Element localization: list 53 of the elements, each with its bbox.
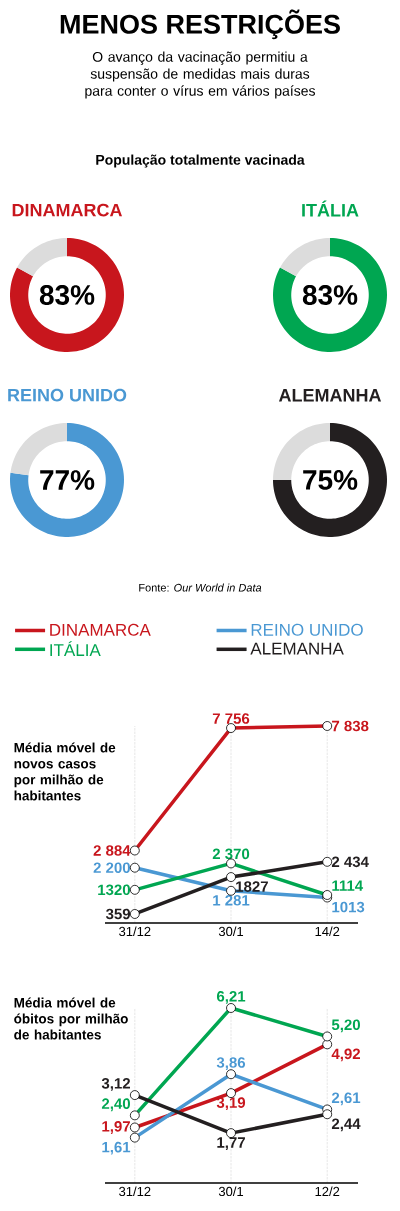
data-label: 75% xyxy=(303,470,358,490)
data-label: 3,86 xyxy=(216,1057,246,1071)
chart-title: DINAMARCA xyxy=(12,203,123,217)
data-label: 1827 xyxy=(236,881,268,892)
data-label: 2,40 xyxy=(101,1098,130,1112)
x-tick-label: 30/1 xyxy=(218,926,244,937)
x-tick-label: 14/2 xyxy=(315,926,340,937)
legend-label: REINO UNIDO xyxy=(251,623,363,636)
data-label: 1,97 xyxy=(102,1121,130,1134)
data-label: 3,12 xyxy=(101,1078,131,1091)
text: Média móvel de novos casos por milhão de habitantes xyxy=(14,742,116,801)
data-label: 5,20 xyxy=(331,1019,360,1033)
chart-title: Média móvel de óbitos por milhão de habitantes xyxy=(14,997,128,1040)
data-label: 1,61 xyxy=(102,1141,131,1155)
data-label: 83% xyxy=(302,285,358,305)
data-label: 2 200 xyxy=(93,862,130,873)
data-label: 1013 xyxy=(332,901,365,913)
data-label: 2 434 xyxy=(331,856,369,868)
text: O avanço da vacinação permitiu a suspensão de medidas mais duras para conter o vírus em vários países xyxy=(85,51,315,99)
x-tick-label: 30/1 xyxy=(218,1186,244,1197)
chart-title: ITÁLIA xyxy=(302,200,359,217)
data-label: 6,21 xyxy=(216,991,246,1004)
point xyxy=(129,909,140,919)
text: População totalmente vacinada xyxy=(96,154,305,168)
chart-title: ALEMANHA xyxy=(278,389,382,402)
x-tick-label: 12/2 xyxy=(315,1186,340,1197)
data-label: 7 756 xyxy=(212,713,250,724)
chart-title: REINO UNIDO xyxy=(8,388,127,402)
legend-label: DINAMARCA xyxy=(50,623,151,636)
legend-label: ITÁLIA xyxy=(50,641,101,656)
data-label: 4,92 xyxy=(331,1048,360,1062)
x-tick-label: 31/12 xyxy=(119,926,151,937)
data-label: 1320 xyxy=(98,884,130,896)
data-label: 7 838 xyxy=(332,720,369,732)
data-label: 2,44 xyxy=(331,1118,361,1132)
data-label: 77% xyxy=(40,470,95,490)
x-tick-label: 31/12 xyxy=(119,1186,151,1197)
data-label: 2 884 xyxy=(93,845,131,856)
data-label: 359 xyxy=(105,908,131,920)
point xyxy=(322,856,333,867)
point xyxy=(226,872,236,882)
point xyxy=(322,1109,333,1120)
point xyxy=(129,1090,140,1100)
data-label: 2 370 xyxy=(212,848,250,860)
data-label: 3,19 xyxy=(216,1097,246,1111)
source-note: Fonte: Our World in Data xyxy=(139,583,262,592)
legend-label: ALEMANHA xyxy=(250,642,344,655)
data-label: 2,61 xyxy=(331,1092,361,1106)
data-label: 1 281 xyxy=(213,894,250,906)
text: MENOS RESTRIÇÕES xyxy=(60,9,340,40)
data-label: 1,77 xyxy=(217,1137,245,1150)
data-label: 1114 xyxy=(332,880,364,891)
data-label: 83% xyxy=(39,285,95,305)
